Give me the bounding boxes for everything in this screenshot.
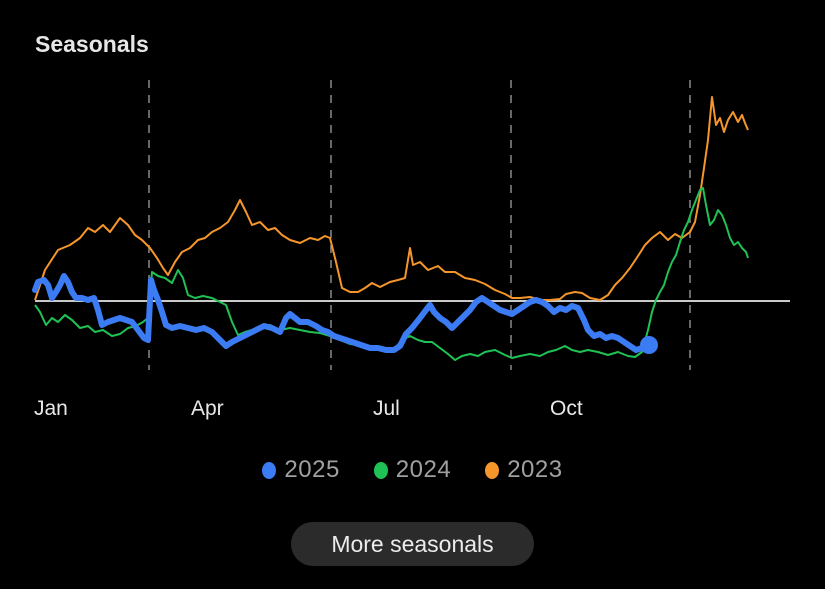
x-label-apr: Apr [191, 397, 224, 420]
x-label-jan: Jan [34, 397, 68, 420]
legend-dot-blue-icon [262, 461, 277, 479]
legend-label: 2023 [507, 456, 563, 483]
chart-legend: 2025 2024 2023 [0, 456, 825, 484]
chart-title: Seasonals [35, 31, 149, 57]
quarter-gridlines [148, 80, 691, 370]
series-2025-line [32, 273, 651, 353]
legend-item-2023[interactable]: 2023 [485, 456, 562, 484]
legend-label: 2025 [284, 456, 340, 483]
legend-item-2025[interactable]: 2025 [262, 456, 339, 484]
current-value-marker [640, 336, 658, 354]
more-seasonals-button[interactable]: More seasonals [291, 522, 534, 566]
series-2024-line [34, 187, 749, 361]
legend-item-2024[interactable]: 2024 [373, 456, 452, 484]
x-label-jul: Jul [373, 397, 400, 420]
x-label-oct: Oct [550, 397, 583, 420]
legend-dot-green-icon [373, 461, 388, 479]
legend-dot-orange-icon [485, 461, 500, 479]
legend-label: 2024 [395, 456, 452, 483]
series-2023-line [34, 96, 749, 301]
